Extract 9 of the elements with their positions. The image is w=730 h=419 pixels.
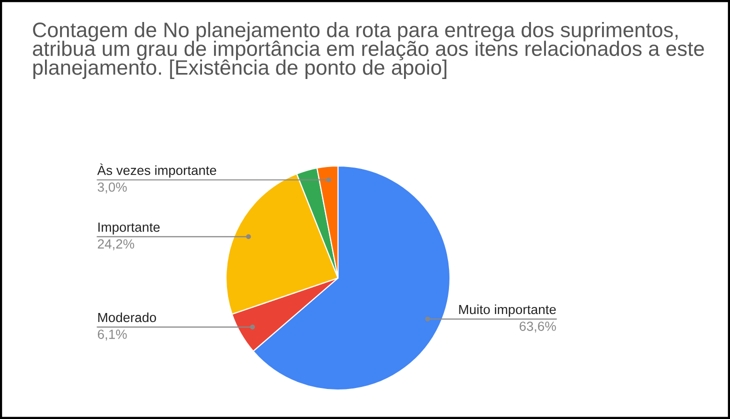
slice-label: Moderado: [98, 312, 156, 322]
slice-label: Muito importante: [459, 304, 556, 317]
chart-title: Contagem de No planejamento da rota para entrega dos suprimentos, atribua um grau de importância em relação aos itens relacionados a este planejamento. [Existência de ponto de apoio]: [32, 22, 704, 79]
slice-label: Às vezes importante: [97, 163, 216, 178]
data-label: 3,0%: [98, 182, 127, 194]
data-label: 63,6%: [520, 322, 556, 333]
slice-label: Importante: [98, 222, 160, 234]
data-label: 6,1%: [98, 330, 127, 340]
data-label: 24,2%: [98, 239, 134, 250]
